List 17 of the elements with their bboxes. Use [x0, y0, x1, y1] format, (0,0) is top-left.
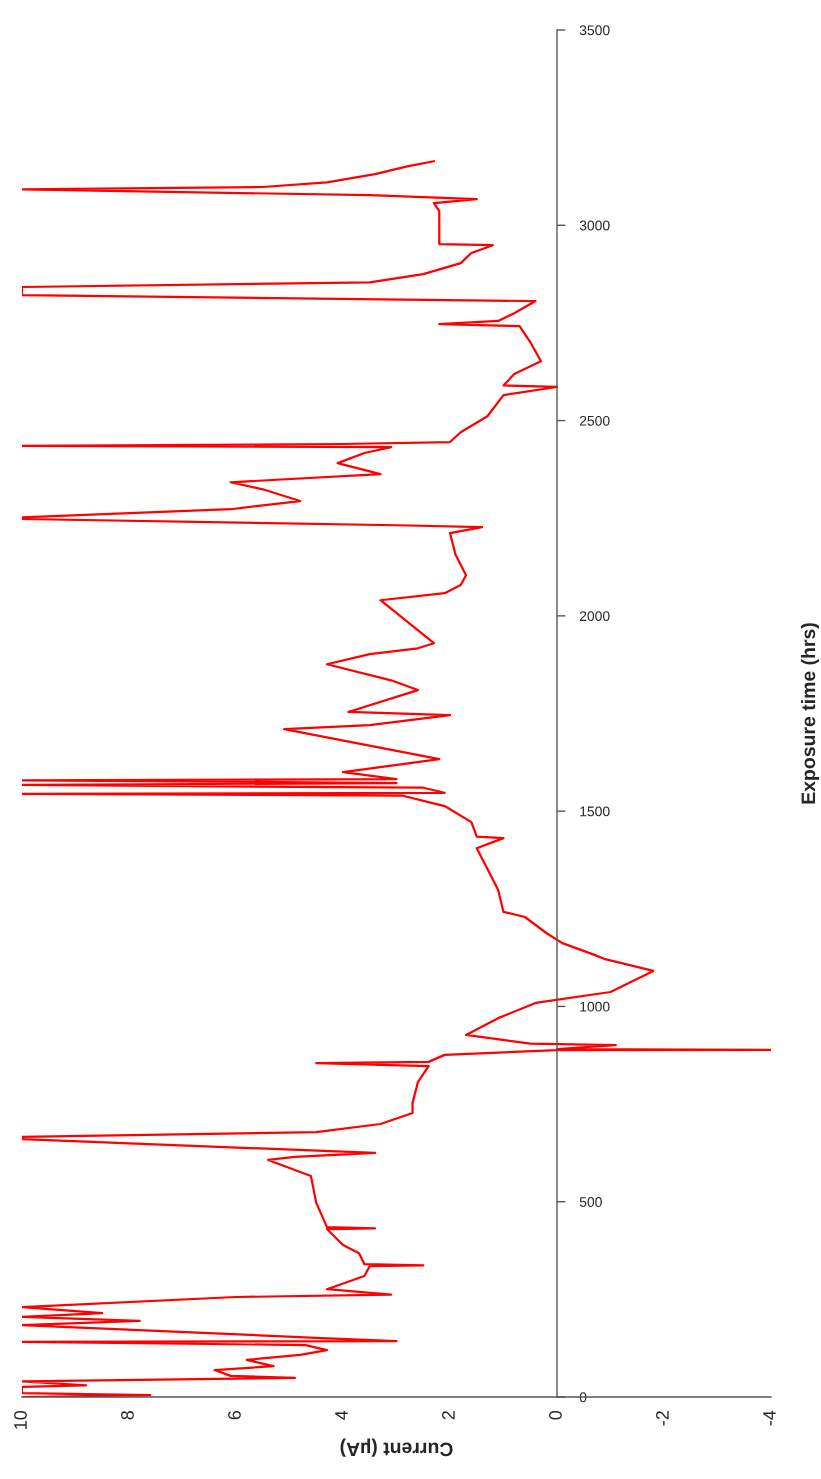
x-tick-label: 6 — [228, 1410, 241, 1420]
y-tick-label: 2500 — [579, 415, 610, 426]
y-tick-label: 1000 — [580, 1001, 610, 1012]
y-tick-label: 500 — [579, 1197, 602, 1207]
x-tick-label: 10 — [14, 1410, 27, 1429]
x-axis-title: Current (µA) — [340, 1438, 453, 1457]
y-tick-label: 1500 — [580, 806, 610, 817]
y-tick-label: 3500 — [579, 25, 610, 36]
x-tick-label: 8 — [121, 1410, 134, 1420]
x-tick-label: -2 — [656, 1411, 669, 1426]
y-axis-title: Exposure time (hrs) — [800, 623, 820, 804]
y-tick-label: 2000 — [579, 611, 610, 622]
x-tick-label: 2 — [442, 1411, 455, 1420]
y-tick-label: 3000 — [579, 220, 610, 231]
x-tick-label: -4 — [763, 1410, 776, 1426]
x-tick-label: 4 — [335, 1410, 348, 1420]
x-tick-label: 0 — [549, 1410, 562, 1420]
